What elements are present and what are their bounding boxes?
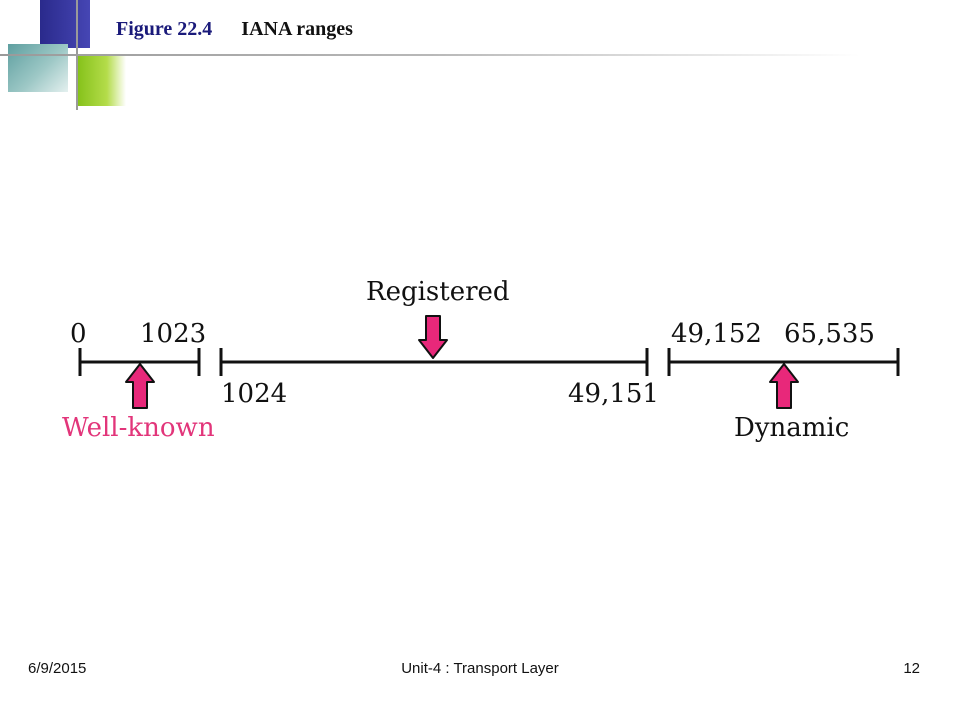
registered-name-label: Registered (366, 277, 510, 307)
dynamic-start-label: 49,152 (671, 319, 762, 349)
dynamic-end-label: 65,535 (784, 319, 875, 349)
footer-course-title: Unit-4 : Transport Layer (401, 660, 559, 677)
registered-end-label: 49,151 (568, 379, 659, 409)
registered-start-label: 1024 (221, 379, 287, 409)
well-known-start-label: 0 (70, 319, 87, 349)
well-known-name-label: Well-known (62, 413, 215, 443)
decor-square-navy (40, 0, 90, 48)
dynamic-up-arrow-icon (769, 363, 799, 409)
figure-title: IANA ranges (241, 18, 353, 40)
well-known-up-arrow-icon (125, 363, 155, 409)
well-known-end-label: 1023 (140, 319, 206, 349)
registered-down-arrow-icon (418, 315, 448, 359)
slide-title: Figure 22.4 IANA ranges (116, 18, 353, 41)
range-well-known: 0 1023 Well-known (62, 319, 215, 443)
footer-page-number: 12 (903, 660, 920, 677)
decor-square-green (78, 54, 126, 106)
decor-square-teal (8, 44, 68, 92)
footer-date: 6/9/2015 (28, 660, 87, 677)
dynamic-name-label: Dynamic (734, 413, 849, 443)
range-registered: 1024 49,151 Registered (219, 277, 659, 409)
figure-number: Figure 22.4 (116, 18, 213, 40)
decor-horizontal-line (0, 54, 860, 56)
range-dynamic: 49,152 65,535 Dynamic (667, 319, 900, 443)
